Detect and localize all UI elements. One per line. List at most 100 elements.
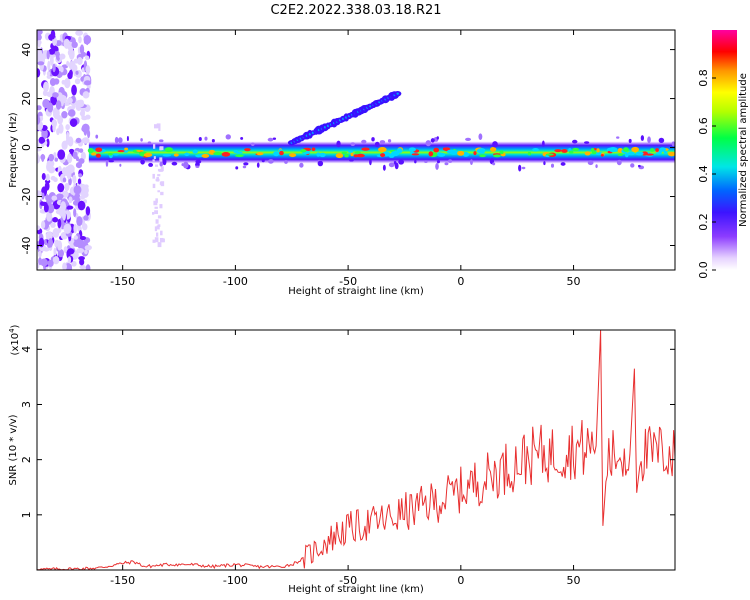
heatmap-cell	[67, 97, 73, 103]
heatmap-cell	[532, 148, 539, 151]
heatmap-cell	[395, 162, 399, 169]
heatmap-cell	[317, 152, 321, 156]
heatmap-cell	[95, 148, 102, 153]
heatmap-cell	[268, 138, 274, 142]
heatmap-cell	[140, 159, 145, 164]
heatmap-cell	[412, 153, 420, 155]
snr-xtick-label: 0	[457, 574, 464, 587]
heatmap-cell	[57, 183, 64, 192]
heatmap-cell	[492, 141, 498, 147]
heatmap-cell	[37, 40, 42, 45]
heatmap-cell	[199, 137, 202, 141]
heatmap-cell	[160, 238, 164, 242]
heatmap-cell	[351, 153, 354, 157]
heatmap-cell	[153, 184, 156, 188]
heatmap-cell	[256, 152, 263, 155]
heatmap-cell	[68, 111, 74, 116]
heatmap-cell	[124, 148, 128, 151]
heatmap-cell	[78, 158, 84, 164]
heatmap-cell	[212, 139, 215, 142]
heatmap-cell	[213, 152, 222, 155]
heatmap-cell	[478, 133, 482, 140]
heatmap-cell	[447, 150, 455, 154]
heatmap-cell	[43, 247, 50, 251]
heatmap-cell	[300, 149, 306, 153]
heatmap-xtick-label: 50	[567, 275, 581, 288]
heatmap-image	[34, 29, 676, 274]
heatmap-ytick-label: 40	[20, 43, 33, 57]
snr-xtick-label: -150	[110, 574, 135, 587]
heatmap-cell	[156, 179, 160, 181]
heatmap-cell	[572, 140, 577, 144]
heatmap-cell	[75, 71, 78, 75]
colorbar-tick-label: 0.4	[697, 165, 710, 183]
colorbar-tick-label: 0.8	[697, 69, 710, 87]
colorbar: 0.00.20.40.60.8 Normalized spectral ampl…	[697, 30, 749, 279]
heatmap-cell	[629, 139, 632, 143]
heatmap-cell	[155, 164, 158, 166]
heatmap-cell	[52, 119, 57, 128]
heatmap-cell	[349, 159, 354, 161]
heatmap-cell	[78, 201, 86, 211]
heatmap-cell	[429, 151, 434, 156]
heatmap-cell	[74, 185, 82, 194]
heatmap-cell	[82, 137, 90, 143]
heatmap-cell	[348, 150, 353, 152]
heatmap-cell	[659, 138, 665, 143]
heatmap-cell	[91, 153, 96, 156]
heatmap-cell	[157, 174, 160, 176]
heatmap-xlabel: Height of straight line (km)	[288, 286, 424, 297]
heatmap-cell	[47, 260, 53, 267]
heatmap-cell	[53, 248, 56, 256]
heatmap-cell	[262, 159, 265, 162]
heatmap-cell	[646, 154, 654, 156]
heatmap-cell	[457, 151, 464, 156]
heatmap-cell	[160, 231, 163, 236]
heatmap-cell	[119, 164, 121, 167]
heatmap-cell	[542, 140, 545, 146]
heatmap-cell	[66, 138, 73, 145]
heatmap-cell	[424, 161, 428, 163]
heatmap-cell	[342, 152, 348, 155]
heatmap-ytick-label: 0	[20, 144, 33, 151]
heatmap-cell	[546, 153, 554, 155]
heatmap-cell	[84, 127, 87, 135]
heatmap-cell	[76, 216, 82, 226]
heatmap-cell	[433, 148, 439, 153]
colorbar-tick-label: 0.2	[697, 213, 710, 231]
heatmap-cell	[41, 221, 45, 229]
colorbar-label: Normalized spectral amplitude	[738, 73, 749, 227]
heatmap-cell	[391, 151, 399, 156]
heatmap-cell	[72, 41, 78, 48]
heatmap-cell	[35, 115, 40, 124]
heatmap-cell	[154, 210, 158, 214]
heatmap-cell	[244, 148, 251, 151]
heatmap-cell	[473, 151, 476, 155]
heatmap-cell	[159, 169, 163, 172]
heatmap-cell	[369, 158, 372, 165]
heatmap-cell	[312, 148, 316, 151]
heatmap-cell	[195, 166, 199, 168]
heatmap-cell	[88, 148, 94, 153]
heatmap-cell	[319, 153, 325, 157]
heatmap-cell	[236, 151, 243, 153]
heatmap-cell	[60, 201, 66, 212]
heatmap-cell	[40, 259, 48, 267]
heatmap-cell	[561, 162, 566, 166]
heatmap-cell	[279, 151, 284, 155]
heatmap-cell	[78, 173, 82, 177]
heatmap-cell	[257, 162, 260, 167]
heatmap-cell	[631, 147, 639, 152]
heatmap-cell	[351, 142, 355, 146]
heatmap-cell	[40, 138, 46, 143]
colorbar-tick-label: 0.6	[697, 117, 710, 135]
heatmap-cell	[388, 139, 391, 142]
heatmap-cell	[82, 223, 87, 230]
heatmap-cell	[437, 160, 440, 163]
snr-multiplier-base: (x10	[10, 333, 21, 356]
heatmap-cell	[355, 151, 361, 154]
heatmap-cell	[78, 256, 85, 260]
heatmap-cell	[85, 245, 92, 250]
snr-ytick-label: 4	[20, 346, 33, 353]
heatmap-cell	[174, 153, 179, 156]
